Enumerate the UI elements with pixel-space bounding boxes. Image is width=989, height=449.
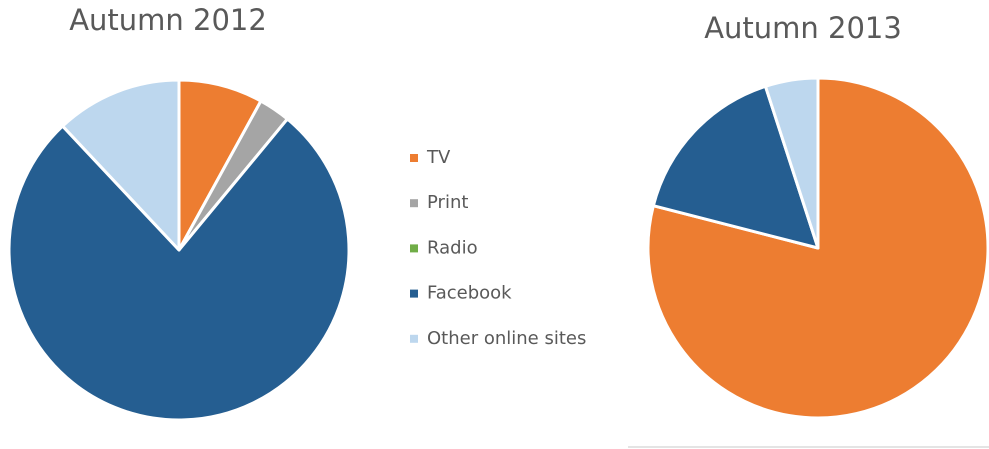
legend-swatch <box>410 154 418 162</box>
pie-slice <box>646 76 989 420</box>
legend-label: Facebook <box>427 283 512 304</box>
chart-title: Autumn 2012 <box>69 3 267 37</box>
pie-slice <box>61 78 181 252</box>
pie-slice <box>7 117 351 422</box>
legend-swatch <box>410 244 418 253</box>
chart-title: Autumn 2013 <box>704 11 902 45</box>
pie-slice <box>651 84 820 250</box>
legend-label: Other online sites <box>427 328 586 349</box>
legend-swatch <box>410 289 418 298</box>
legend-swatch <box>410 199 418 208</box>
legend-swatch <box>410 334 418 343</box>
legend-label: Radio <box>427 237 478 258</box>
pie-slice <box>763 76 820 250</box>
legend-label: Print <box>427 192 468 213</box>
legend-label: TV <box>426 147 451 168</box>
